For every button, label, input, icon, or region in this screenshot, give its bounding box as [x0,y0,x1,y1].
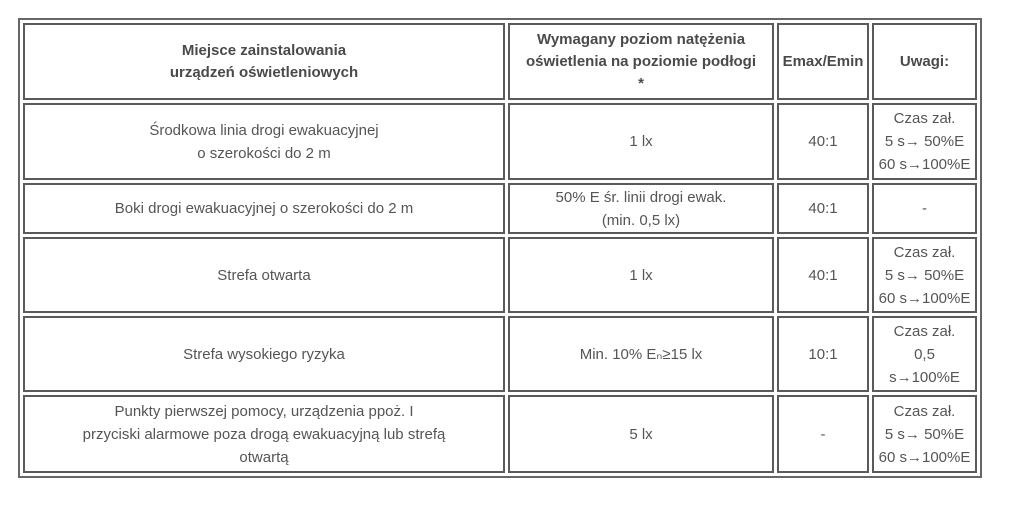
place-cell: Boki drogi ewakuacyjnej o szerokości do … [23,183,505,234]
cell-text: 5 lx [629,425,653,443]
cell-text: 50% E śr. linii drogi ewak. [555,188,727,206]
cell-text: Punkty pierwszej pomocy, urządzenia ppoż… [114,402,414,420]
notes-cell: Czas zał. 5 s→ 50%E 60 s→100%E [872,103,977,180]
header-text: * [638,74,644,92]
cell-text: przyciski alarmowe poza drogą ewakuacyjn… [82,425,446,443]
ratio-cell: 40:1 [777,103,869,180]
ratio-cell: - [777,395,869,473]
cell-text: Czas zał. [893,110,956,127]
cell-text: Czas zał. [893,322,956,340]
header-level: Wymagany poziom natężenia oświetlenia na… [508,23,774,100]
cell-text: Czas zał. [893,243,956,261]
place-cell: Punkty pierwszej pomocy, urządzenia ppoż… [23,395,505,473]
cell-text: s→100%E [889,368,960,386]
place-cell: Środkowa linia drogi ewakuacyjnej o szero… [23,103,505,180]
cell-text: (min. 0,5 lx) [601,211,681,229]
cell-text: - [820,425,826,443]
header-text: Wymagany poziom natężenia [536,30,746,48]
cell-text: 0,5 [914,345,935,363]
cell-text: 40:1 [808,133,838,150]
cell-text: 5 s→ 50%E [884,266,965,284]
ratio-cell: 40:1 [777,183,869,234]
table-row: Środkowa linia drogi ewakuacyjnej o szero… [23,103,977,180]
cell-text: 60 s→100%E [878,289,971,307]
cell-text: 40:1 [808,200,838,217]
level-cell: 50% E śr. linii drogi ewak. (min. 0,5 lx) [508,183,774,234]
cell-text: Boki drogi ewakuacyjnej o szerokości do … [114,200,414,217]
cell-text: Czas zał. [893,402,956,420]
table-row: Punkty pierwszej pomocy, urządzenia ppoż… [23,395,977,473]
lighting-requirements-table: Miejsce zainstalowania urządzeń oświetle… [18,18,982,478]
cell-text: 40:1 [808,266,838,284]
cell-text: 5 s→ 50%E [884,425,965,443]
place-cell: Strefa wysokiego ryzyka [23,316,505,392]
notes-cell: Czas zał. 5 s→ 50%E 60 s→100%E [872,395,977,473]
level-cell: 1 lx [508,237,774,313]
ratio-cell: 40:1 [777,237,869,313]
notes-cell: - [872,183,977,234]
cell-text: 5 s→ 50%E [884,133,965,150]
level-cell: 5 lx [508,395,774,473]
table-row: Strefa otwarta 1 lx 40:1 Czas zał. 5 s→ 50%E… [23,237,977,313]
cell-text: Strefa wysokiego ryzyka [183,345,345,363]
header-text: urządzeń oświetleniowych [169,63,359,81]
cell-text: Środkowa linia drogi ewakuacyjnej [149,121,379,139]
table-row: Boki drogi ewakuacyjnej o szerokości do … [23,183,977,234]
cell-text: Min. 10% Eₙ≥15 lx [579,345,703,363]
header-notes: Uwagi: [872,23,977,100]
cell-text: otwartą [239,448,289,466]
cell-text: 60 s→100%E [878,448,971,466]
header-text: Miejsce zainstalowania [181,41,347,59]
place-cell: Strefa otwarta [23,237,505,313]
header-text: Uwagi: [899,52,950,70]
level-cell: 1 lx [508,103,774,180]
cell-text: 10:1 [808,345,838,363]
header-place: Miejsce zainstalowania urządzeń oświetle… [23,23,505,100]
table-row: Strefa wysokiego ryzyka Min. 10% Eₙ≥15 lx… [23,316,977,392]
header-ratio: Emax/Emin [777,23,869,100]
cell-text: 1 lx [629,266,653,284]
cell-text: 60 s→100%E [878,156,971,173]
ratio-cell: 10:1 [777,316,869,392]
notes-cell: Czas zał. 5 s→ 50%E 60 s→100%E [872,237,977,313]
header-text: oświetlenia na poziomie podłogi [525,52,757,70]
cell-text: - [922,200,927,217]
cell-text: Strefa otwarta [217,266,311,284]
header-row: Miejsce zainstalowania urządzeń oświetle… [23,23,977,100]
header-text: Emax/Emin [782,52,864,70]
notes-cell: Czas zał. 0,5 s→100%E [872,316,977,392]
cell-text: 1 lx [629,133,653,150]
cell-text: o szerokości do 2 m [197,144,331,162]
level-cell: Min. 10% Eₙ≥15 lx [508,316,774,392]
